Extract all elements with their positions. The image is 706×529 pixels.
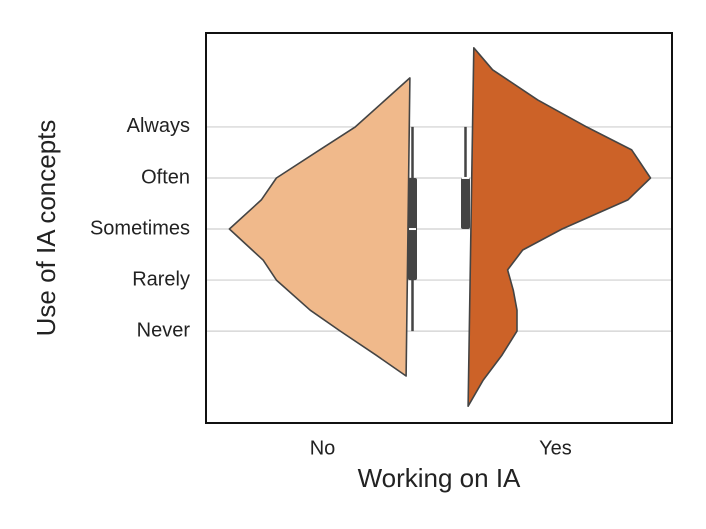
box xyxy=(461,177,470,230)
y-tick-label: Often xyxy=(141,166,190,188)
x-axis-label: Working on IA xyxy=(358,463,521,493)
y-tick-label: Never xyxy=(137,319,191,341)
violin xyxy=(228,77,411,377)
y-axis-label: Use of IA concepts xyxy=(31,120,61,337)
violin xyxy=(467,47,652,407)
y-tick-label: Rarely xyxy=(132,268,190,290)
plot-frame xyxy=(205,32,673,424)
y-tick-label: Sometimes xyxy=(90,217,190,239)
y-tick-label: Always xyxy=(127,115,190,137)
x-tick-label: No xyxy=(310,437,336,459)
x-tick-label: Yes xyxy=(539,437,572,459)
